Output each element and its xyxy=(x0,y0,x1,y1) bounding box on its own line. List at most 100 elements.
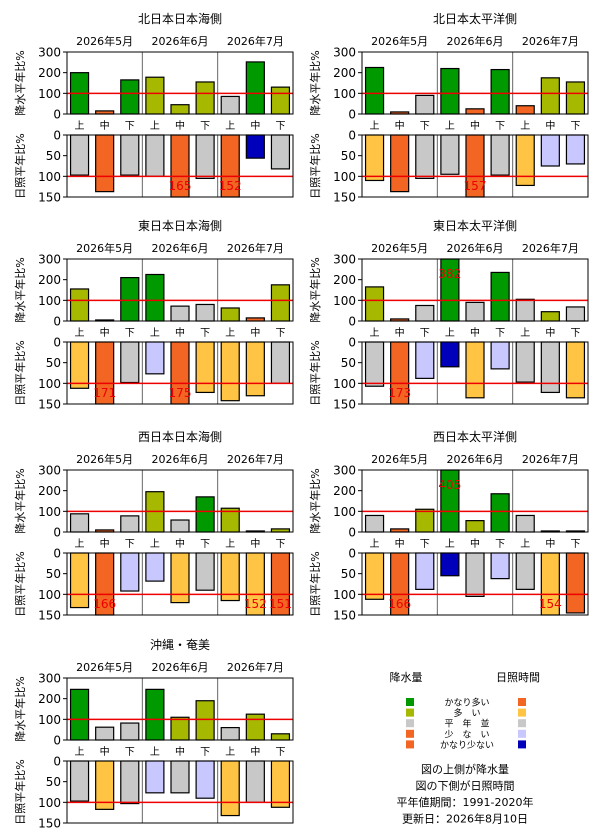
sunshine-axis-label: 日照平年比% xyxy=(13,551,27,616)
period-label: 下 xyxy=(570,539,580,550)
precip-bar xyxy=(364,514,385,533)
sunshine-bar xyxy=(220,760,240,817)
period-label: 中 xyxy=(395,326,405,339)
precip-bar xyxy=(220,307,240,322)
sunshine-over-label: 165 xyxy=(169,179,192,193)
sunshine-bar xyxy=(120,552,140,592)
sunshine-bar xyxy=(270,134,291,170)
legend-item-label: 多 い xyxy=(453,707,480,719)
precip-tick-label: 200 xyxy=(38,273,61,287)
precip-bar xyxy=(515,298,535,322)
period-label: 上 xyxy=(445,327,455,339)
month-label: 2026年5月 xyxy=(76,452,133,466)
precip-bar xyxy=(195,700,215,741)
sunshine-tick-label: 100 xyxy=(333,588,356,602)
sunshine-over-label: 166 xyxy=(93,597,116,611)
legend-item-label: かなり多い xyxy=(444,697,489,709)
period-label: 中 xyxy=(470,326,480,339)
sunshine-bar xyxy=(69,760,90,802)
precip-bar xyxy=(270,733,291,741)
sunshine-bar xyxy=(390,134,410,193)
period-label: 中 xyxy=(545,326,555,339)
sunshine-bar xyxy=(364,134,385,182)
precip-bar xyxy=(415,94,435,115)
precip-axis-label: 降水平年比% xyxy=(13,257,27,322)
precip-bar xyxy=(145,76,165,115)
month-label: 2026年7月 xyxy=(227,34,284,48)
precip-bar xyxy=(245,713,265,741)
sunshine-bar xyxy=(490,552,510,580)
sunshine-bar xyxy=(440,134,460,175)
precip-bar xyxy=(465,108,485,115)
sunshine-tick-label: 50 xyxy=(46,356,61,370)
sunshine-axis-label: 日照平年比% xyxy=(13,340,27,405)
sunshine-tick-label: 150 xyxy=(38,609,61,623)
sunshine-axis-label: 日照平年比% xyxy=(308,133,322,198)
period-label: 下 xyxy=(200,328,210,339)
sunshine-tick-label: 50 xyxy=(341,356,356,370)
precip-tick-label: 100 xyxy=(333,505,356,519)
legend-precip-title: 降水量 xyxy=(390,670,423,684)
legend-precip-swatch xyxy=(406,698,414,706)
sunshine-bar xyxy=(145,552,165,582)
period-label: 中 xyxy=(175,745,185,758)
sunshine-axis-label: 日照平年比% xyxy=(308,551,322,616)
legend-sun-swatch xyxy=(518,740,526,749)
precip-tick-label: 300 xyxy=(38,464,61,478)
precip-tick-label: 0 xyxy=(53,108,61,122)
sunshine-tick-label: 0 xyxy=(53,336,61,350)
period-label: 上 xyxy=(225,120,235,132)
sunshine-over-label: 152 xyxy=(244,597,267,611)
sunshine-bar xyxy=(565,341,586,399)
period-label: 上 xyxy=(150,746,160,758)
precip-axis-label: 降水平年比% xyxy=(13,50,27,115)
sunshine-bar xyxy=(95,134,115,193)
period-label: 下 xyxy=(125,328,135,339)
precip-axis-label: 降水平年比% xyxy=(308,257,322,322)
chart-panel: 西日本太平洋側 2026年5月 2026年6月 2026年7月 405 0 100 200 30… xyxy=(308,429,589,623)
month-label: 2026年7月 xyxy=(227,660,284,674)
period-label: 下 xyxy=(570,328,580,339)
chart-panel: 東日本太平洋側 2026年5月 2026年6月 2026年7月 382 0 100 200 30… xyxy=(308,218,589,412)
period-label: 上 xyxy=(75,120,85,132)
legend-item-label: 平 年 並 xyxy=(444,718,489,730)
sunshine-bar xyxy=(270,760,291,808)
sunshine-bar xyxy=(145,341,165,375)
precip-bar xyxy=(120,515,140,533)
precip-bar xyxy=(565,306,586,322)
period-label: 下 xyxy=(125,747,135,758)
precip-bar xyxy=(490,271,510,322)
sunshine-frame xyxy=(361,341,589,405)
month-label: 2026年5月 xyxy=(76,241,133,255)
period-label: 上 xyxy=(520,538,530,550)
period-label: 上 xyxy=(225,327,235,339)
precip-bar xyxy=(195,81,215,115)
legend-item-label: 少 な い xyxy=(444,729,489,740)
precip-tick-label: 100 xyxy=(38,713,61,727)
chart-title: 北日本日本海側 xyxy=(138,11,222,26)
precip-tick-label: 100 xyxy=(38,294,61,308)
sunshine-bar xyxy=(490,134,510,176)
period-label: 上 xyxy=(150,327,160,339)
sunshine-bar xyxy=(220,552,240,602)
sunshine-frame xyxy=(66,134,294,198)
precip-bar xyxy=(120,277,140,322)
precip-tick-label: 0 xyxy=(53,315,61,329)
sunshine-tick-label: 0 xyxy=(53,755,61,769)
precip-tick-label: 200 xyxy=(333,273,356,287)
period-label: 下 xyxy=(200,121,210,132)
precip-frame xyxy=(361,258,589,322)
month-label: 2026年5月 xyxy=(371,241,428,255)
sunshine-bar xyxy=(220,341,240,402)
precip-bar xyxy=(170,716,190,741)
precip-tick-label: 300 xyxy=(333,46,356,60)
period-label: 下 xyxy=(495,539,505,550)
chart-panel: 北日本太平洋側 2026年5月 2026年6月 2026年7月 0 100 200 300 降水… xyxy=(308,11,589,205)
sunshine-tick-label: 100 xyxy=(333,170,356,184)
precip-tick-label: 100 xyxy=(333,87,356,101)
precip-tick-label: 100 xyxy=(38,505,61,519)
period-label: 中 xyxy=(100,326,110,339)
period-label: 下 xyxy=(275,747,285,758)
precip-bar xyxy=(69,288,90,322)
period-label: 下 xyxy=(570,121,580,132)
